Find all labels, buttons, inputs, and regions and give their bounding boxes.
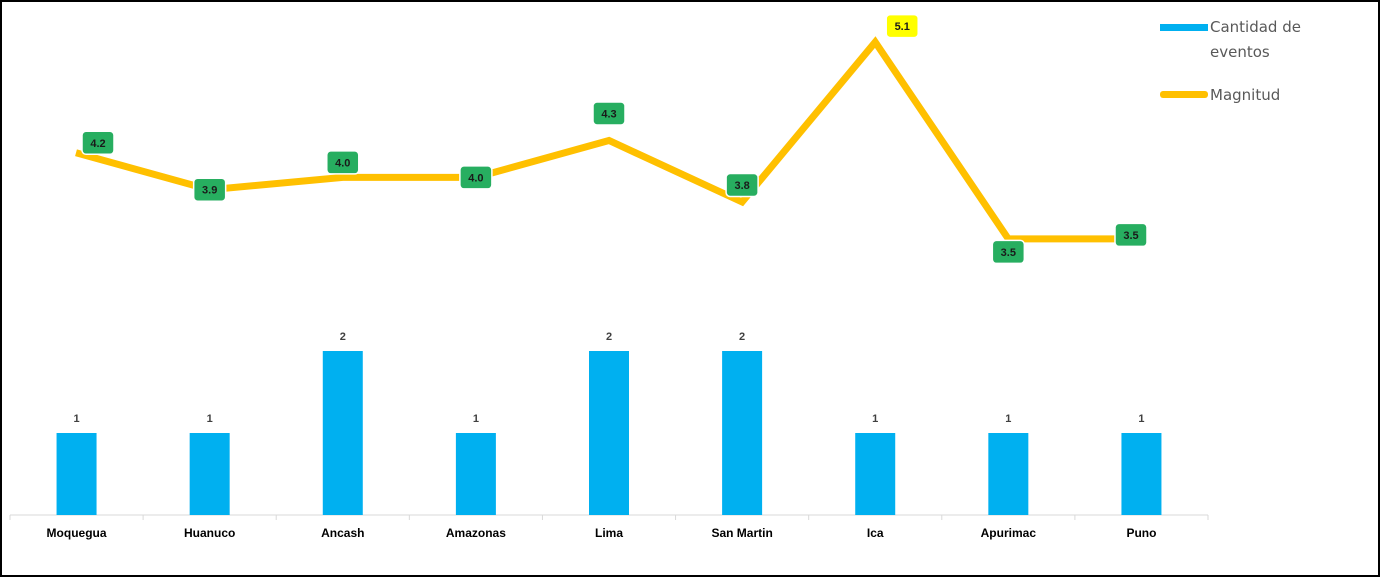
bar-value-label: 2 [340, 331, 346, 343]
category-label-puno: Puno [1126, 526, 1156, 540]
category-label-huanuco: Huanuco [184, 526, 235, 540]
magnitude-value-label: 5.1 [895, 21, 910, 33]
magnitude-value-label: 4.3 [601, 109, 616, 121]
bar-value-label: 1 [872, 413, 878, 425]
magnitude-value-label: 4.2 [90, 138, 105, 150]
bar-value-label: 1 [207, 413, 213, 425]
legend-swatch-cantidad [1160, 24, 1208, 31]
magnitude-label-box [885, 13, 919, 39]
magnitude-label-box [326, 150, 360, 175]
bar-value-label: 1 [1138, 413, 1144, 425]
legend-label-cantidad-line1: Cantidad de [1210, 18, 1301, 36]
bar-value-label: 1 [1005, 413, 1011, 425]
magnitude-value-label: 3.5 [1001, 247, 1016, 259]
bar-value-label: 2 [606, 331, 612, 343]
category-label-lima: Lima [595, 526, 623, 540]
bar-lima [589, 351, 629, 515]
magnitude-value-label: 4.0 [468, 172, 483, 184]
category-label-amazonas: Amazonas [446, 526, 506, 540]
magnitude-value-label: 3.5 [1123, 230, 1138, 242]
category-label-apurimac: Apurimac [981, 526, 1037, 540]
magnitude-label-box [592, 101, 626, 126]
magnitude-label-box [1114, 222, 1148, 248]
magnitude-label-box [459, 165, 493, 190]
bar-moquegua [56, 433, 97, 515]
bar-amazonas [455, 433, 496, 515]
plot-area: 1 Moquegua 1 Huanuco 2 Ancash 1 Amazonas 2 Lima 2 S… [9, 13, 1209, 540]
category-label-ancash: Ancash [321, 526, 364, 540]
legend-swatch-magnitud [1160, 91, 1208, 98]
chart-legend: Cantidad de eventos Magnitud [1160, 18, 1301, 104]
bar-san-martin [722, 351, 763, 515]
category-label-moquegua: Moquegua [47, 526, 107, 540]
category-label-ica: Ica [867, 526, 884, 540]
magnitude-value-label: 3.9 [202, 185, 217, 197]
magnitude-label-box [81, 130, 115, 156]
bar-puno [1121, 433, 1162, 515]
bar-huanuco [189, 433, 230, 515]
bar-value-label: 1 [473, 413, 479, 425]
bar-ica [855, 433, 896, 515]
bar-ancash [322, 351, 363, 515]
bar-value-label: 1 [73, 413, 79, 425]
legend-label-cantidad-line2: eventos [1210, 43, 1270, 61]
magnitude-label-box [192, 177, 227, 202]
magnitude-value-label: 4.0 [335, 157, 350, 169]
magnitude-label-box [725, 172, 759, 198]
bar-apurimac [988, 433, 1029, 515]
magnitude-value-label: 3.8 [734, 180, 749, 192]
bar-value-label: 2 [739, 331, 745, 343]
legend-label-magnitud: Magnitud [1210, 86, 1280, 104]
magnitude-label-box [991, 239, 1026, 265]
category-label-san-martin: San Martin [711, 526, 772, 540]
magnitude-line [75, 36, 1139, 243]
